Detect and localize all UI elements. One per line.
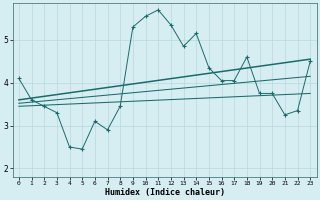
X-axis label: Humidex (Indice chaleur): Humidex (Indice chaleur) <box>105 188 225 197</box>
